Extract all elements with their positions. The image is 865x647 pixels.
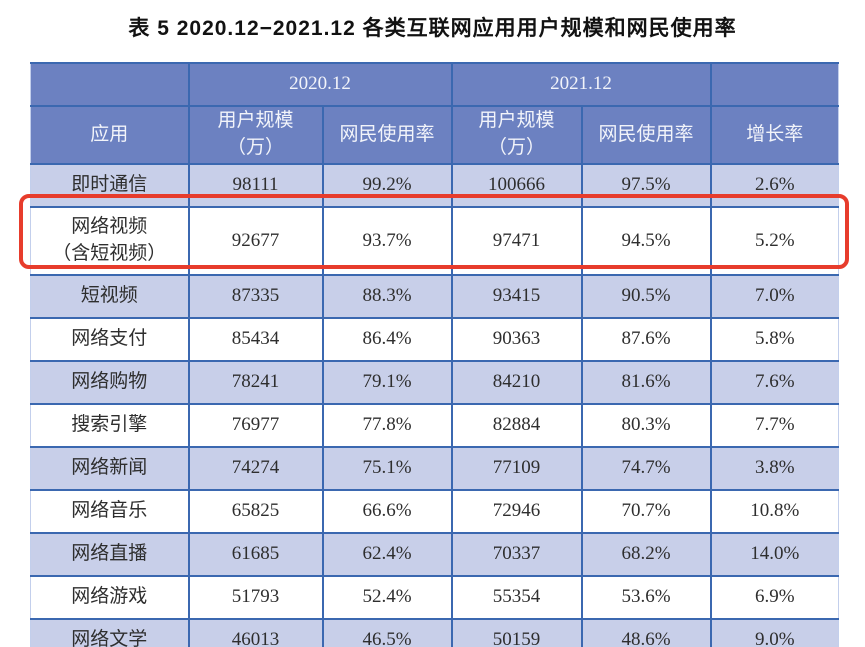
value-cell: 87.6% — [580, 317, 712, 362]
value-cell: 90.5% — [580, 274, 712, 319]
value-cell: 66.6% — [321, 489, 453, 534]
header-period-row: 2020.12 2021.12 — [30, 62, 839, 107]
header-user-scale-2021: 用户规模 （万） — [450, 105, 583, 165]
header-usage-rate-2021: 网民使用率 — [580, 105, 712, 165]
value-cell: 70.7% — [580, 489, 712, 534]
value-cell: 82884 — [450, 403, 583, 448]
value-cell: 14.0% — [709, 532, 839, 577]
value-cell: 61685 — [187, 532, 324, 577]
app-cell: 网络新闻 — [30, 446, 190, 491]
value-cell: 94.5% — [580, 206, 712, 276]
value-cell: 68.2% — [580, 532, 712, 577]
header-period-2021: 2021.12 — [450, 62, 712, 107]
value-cell: 46013 — [187, 618, 324, 647]
value-cell: 78241 — [187, 360, 324, 405]
data-table: 2020.12 2021.12 应用 用户规模 （万） 网民使用率 用户规模 （… — [30, 62, 839, 647]
header-user-scale-2020: 用户规模 （万） — [187, 105, 324, 165]
app-cell: 网络文学 — [30, 618, 190, 647]
value-cell: 62.4% — [321, 532, 453, 577]
app-cell: 网络视频 （含短视频） — [30, 206, 190, 276]
value-cell: 92677 — [187, 206, 324, 276]
value-cell: 79.1% — [321, 360, 453, 405]
value-cell: 77109 — [450, 446, 583, 491]
table-row: 网络视频 （含短视频） 92677 93.7% 97471 94.5% 5.2% — [30, 206, 839, 276]
app-cell: 短视频 — [30, 274, 190, 319]
value-cell: 86.4% — [321, 317, 453, 362]
header-spacer-right — [709, 62, 839, 107]
value-cell: 7.6% — [709, 360, 839, 405]
header-growth: 增长率 — [709, 105, 839, 165]
value-cell: 10.8% — [709, 489, 839, 534]
value-cell: 97471 — [450, 206, 583, 276]
app-cell: 网络支付 — [30, 317, 190, 362]
app-cell: 搜索引擎 — [30, 403, 190, 448]
table-row: 短视频 87335 88.3% 93415 90.5% 7.0% — [30, 274, 839, 319]
table-row: 搜索引擎 76977 77.8% 82884 80.3% 7.7% — [30, 403, 839, 448]
value-cell: 76977 — [187, 403, 324, 448]
table-row: 网络文学 46013 46.5% 50159 48.6% 9.0% — [30, 618, 839, 647]
header-usage-rate-2020: 网民使用率 — [321, 105, 453, 165]
app-cell: 即时通信 — [30, 163, 190, 208]
value-cell: 99.2% — [321, 163, 453, 208]
header-spacer-left — [30, 62, 190, 107]
value-cell: 48.6% — [580, 618, 712, 647]
header-period-2020: 2020.12 — [187, 62, 453, 107]
value-cell: 52.4% — [321, 575, 453, 620]
value-cell: 93415 — [450, 274, 583, 319]
value-cell: 88.3% — [321, 274, 453, 319]
table-row: 网络购物 78241 79.1% 84210 81.6% 7.6% — [30, 360, 839, 405]
table-row: 网络游戏 51793 52.4% 55354 53.6% 6.9% — [30, 575, 839, 620]
value-cell: 87335 — [187, 274, 324, 319]
value-cell: 72946 — [450, 489, 583, 534]
value-cell: 50159 — [450, 618, 583, 647]
value-cell: 97.5% — [580, 163, 712, 208]
value-cell: 93.7% — [321, 206, 453, 276]
value-cell: 70337 — [450, 532, 583, 577]
value-cell: 3.8% — [709, 446, 839, 491]
value-cell: 100666 — [450, 163, 583, 208]
table-body: 即时通信 98111 99.2% 100666 97.5% 2.6% 网络视频 （含短视频）… — [30, 163, 839, 647]
value-cell: 65825 — [187, 489, 324, 534]
app-cell: 网络直播 — [30, 532, 190, 577]
table-row: 网络直播 61685 62.4% 70337 68.2% 14.0% — [30, 532, 839, 577]
app-cell: 网络游戏 — [30, 575, 190, 620]
app-cell: 网络购物 — [30, 360, 190, 405]
value-cell: 6.9% — [709, 575, 839, 620]
value-cell: 53.6% — [580, 575, 712, 620]
value-cell: 7.0% — [709, 274, 839, 319]
value-cell: 84210 — [450, 360, 583, 405]
value-cell: 51793 — [187, 575, 324, 620]
value-cell: 74274 — [187, 446, 324, 491]
header-column-row: 应用 用户规模 （万） 网民使用率 用户规模 （万） 网民使用率 增长率 — [30, 105, 839, 165]
value-cell: 2.6% — [709, 163, 839, 208]
value-cell: 90363 — [450, 317, 583, 362]
value-cell: 75.1% — [321, 446, 453, 491]
value-cell: 74.7% — [580, 446, 712, 491]
header-app: 应用 — [30, 105, 190, 165]
value-cell: 46.5% — [321, 618, 453, 647]
value-cell: 98111 — [187, 163, 324, 208]
value-cell: 7.7% — [709, 403, 839, 448]
value-cell: 5.8% — [709, 317, 839, 362]
table-row: 网络新闻 74274 75.1% 77109 74.7% 3.8% — [30, 446, 839, 491]
app-cell: 网络音乐 — [30, 489, 190, 534]
value-cell: 80.3% — [580, 403, 712, 448]
value-cell: 5.2% — [709, 206, 839, 276]
value-cell: 55354 — [450, 575, 583, 620]
table-header: 2020.12 2021.12 应用 用户规模 （万） 网民使用率 用户规模 （… — [30, 62, 839, 165]
value-cell: 85434 — [187, 317, 324, 362]
value-cell: 81.6% — [580, 360, 712, 405]
value-cell: 77.8% — [321, 403, 453, 448]
table-row: 网络支付 85434 86.4% 90363 87.6% 5.8% — [30, 317, 839, 362]
table-row: 网络音乐 65825 66.6% 72946 70.7% 10.8% — [30, 489, 839, 534]
table-row: 即时通信 98111 99.2% 100666 97.5% 2.6% — [30, 163, 839, 208]
table-title: 表 5 2020.12−2021.12 各类互联网应用用户规模和网民使用率 — [128, 17, 737, 40]
value-cell: 9.0% — [709, 618, 839, 647]
